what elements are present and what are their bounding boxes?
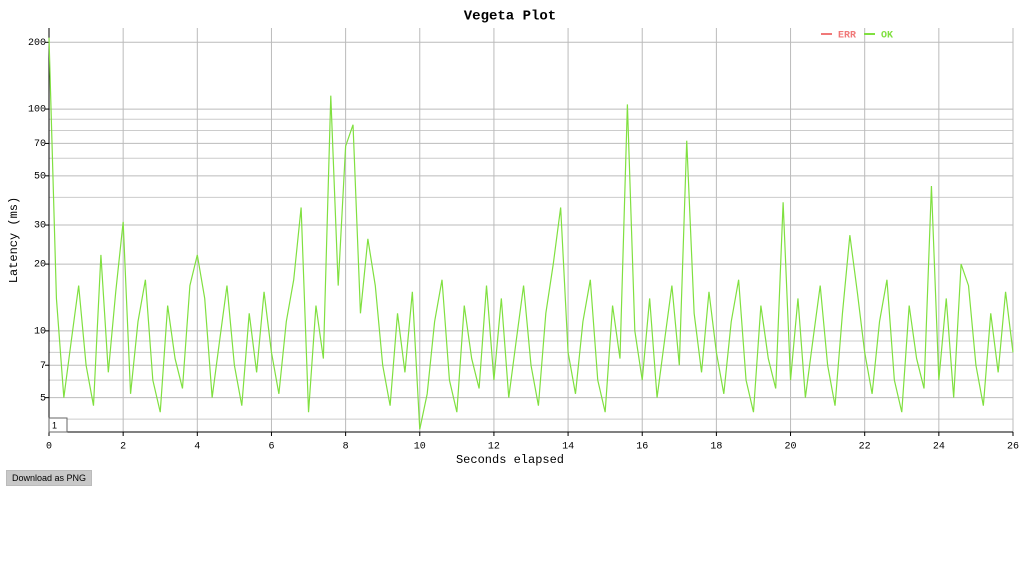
roll-period-box <box>48 417 68 433</box>
series-line <box>48 37 1014 430</box>
x-tick-label: 16 <box>636 442 648 453</box>
x-tick-label: 6 <box>268 442 274 453</box>
chart-title: Vegeta Plot <box>464 9 556 25</box>
y-tick-label: 70 <box>34 139 46 150</box>
x-tick-label: 10 <box>414 442 426 453</box>
x-tick-label: 22 <box>859 442 871 453</box>
y-tick-label: 30 <box>34 221 46 232</box>
x-tick-label: 14 <box>562 442 574 453</box>
x-tick-label: 2 <box>120 442 126 453</box>
y-tick-label: 20 <box>34 260 46 271</box>
x-tick-label: 24 <box>933 442 945 453</box>
x-tick-label: 20 <box>785 442 797 453</box>
x-tick-label: 12 <box>488 442 500 453</box>
y-axis-label: Latency (ms) <box>7 197 21 283</box>
y-tick-label: 10 <box>34 327 46 338</box>
legend-label: OK <box>881 31 893 42</box>
y-tick-label: 7 <box>40 361 46 372</box>
legend-label: ERR <box>838 31 856 42</box>
y-tick-label: 5 <box>40 393 46 404</box>
y-tick-label: 50 <box>34 171 46 182</box>
x-tick-label: 8 <box>343 442 349 453</box>
download-button[interactable]: Download as PNG <box>6 470 92 486</box>
x-axis-label: Seconds elapsed <box>456 453 564 467</box>
y-tick-label: 100 <box>28 105 46 116</box>
roll-period: 1 <box>52 420 57 430</box>
chart: Vegeta Plot Seconds elapsed Latency (ms)… <box>7 9 1019 467</box>
x-tick-label: 18 <box>710 442 722 453</box>
y-tick-label: 200 <box>28 38 46 49</box>
x-tick-label: 0 <box>46 442 52 453</box>
x-tick-label: 4 <box>194 442 200 453</box>
x-tick-label: 26 <box>1007 442 1019 453</box>
